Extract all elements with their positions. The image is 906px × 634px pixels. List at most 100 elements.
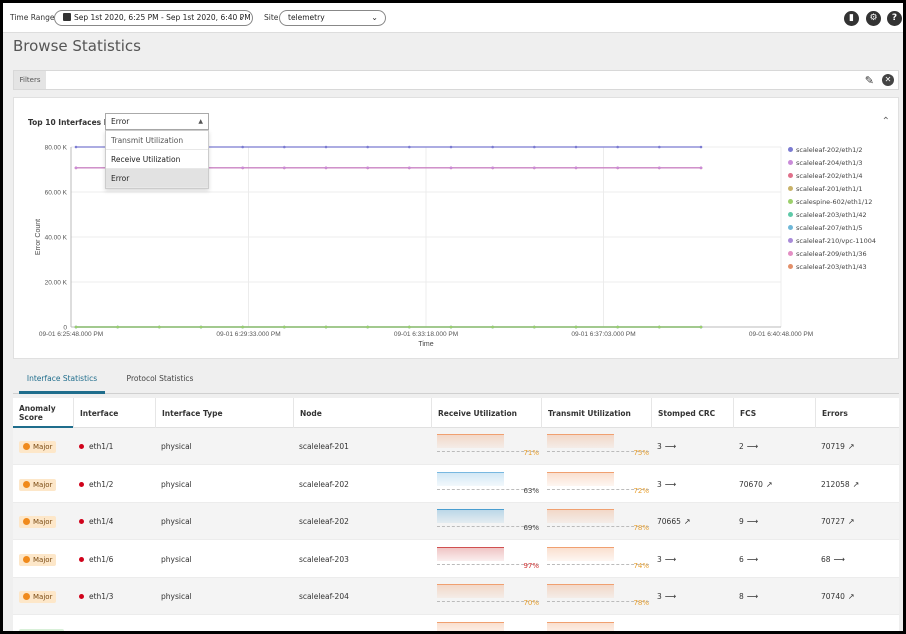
interface-table: Anomaly Score Interface Interface Type Node…: [13, 398, 899, 631]
legend-item[interactable]: scaleleaf-204/eth1/3: [788, 159, 876, 172]
legend-swatch: [788, 160, 793, 165]
column-header-interface[interactable]: Interface: [73, 398, 155, 428]
metric-select[interactable]: Error ▲: [105, 113, 209, 130]
series-point-1: [241, 166, 244, 170]
utilization-sparkline: [437, 434, 505, 448]
time-range-picker[interactable]: Sep 1st 2020, 6:25 PM - Sep 1st 2020, 6:…: [54, 10, 253, 26]
interface-cell: eth1/2: [73, 466, 155, 503]
legend-item[interactable]: scaleleaf-201/eth1/1: [788, 185, 876, 198]
status-dot-icon: [79, 519, 84, 524]
tab-interface-statistics[interactable]: Interface Statistics: [19, 368, 105, 394]
series-point-0: [74, 145, 78, 149]
site-selector[interactable]: telemetry ⌄: [279, 10, 386, 26]
legend-swatch: [788, 264, 793, 269]
series-point-0: [616, 145, 619, 149]
option-transmit-utilization[interactable]: Transmit Utilization: [106, 131, 208, 150]
fcs-value: 8: [739, 592, 744, 601]
legend-item[interactable]: scaleleaf-207/eth1/5: [788, 224, 876, 237]
filters-bar[interactable]: Filters ✎ ✕: [13, 70, 899, 90]
column-header-stomped-crc[interactable]: Stomped CRC: [651, 398, 733, 428]
tab-protocol-statistics[interactable]: Protocol Statistics: [126, 374, 194, 383]
anomaly-badge-label: Major: [33, 480, 53, 489]
column-header-anomaly-score[interactable]: Anomaly Score: [13, 398, 73, 428]
table-row[interactable]: Major eth1/2 physical scaleleaf-202 63% 72% 3 ⟶…: [13, 466, 899, 503]
interface-name: eth1/1: [89, 442, 114, 451]
series-point-4: [283, 325, 286, 329]
table-row[interactable]: Major eth1/4 physical scaleleaf-202 69% 78% 70…: [13, 503, 899, 540]
bookmark-icon[interactable]: ▮: [844, 11, 859, 26]
legend-item[interactable]: scalespine-602/eth1/12: [788, 198, 876, 211]
chevron-down-icon: ⌄: [238, 13, 245, 22]
trend-flat-icon: ⟶: [746, 517, 759, 526]
column-header-fcs[interactable]: FCS: [733, 398, 815, 428]
series-point-0: [283, 145, 286, 149]
series-point-4: [449, 325, 453, 329]
errors-cell: 70740 ↗: [815, 578, 899, 615]
app-frame: Time Range Sep 1st 2020, 6:25 PM - Sep 1…: [3, 3, 903, 631]
errors-value: 70719: [821, 442, 845, 451]
series-point-1: [366, 166, 369, 170]
series-point-4: [616, 325, 619, 329]
help-icon[interactable]: ?: [887, 11, 902, 26]
legend-item[interactable]: scaleleaf-203/eth1/42: [788, 211, 876, 224]
edit-icon[interactable]: ✎: [864, 74, 874, 87]
utilization-baseline: [437, 563, 539, 565]
table-row[interactable]: Major eth1/3 physical scaleleaf-204 70% 78% 3 ⟶…: [13, 578, 899, 615]
interface-name: eth1/2: [89, 479, 114, 489]
table-row[interactable]: Healthyeth1/10physicalscaleleaf-2013⟶7⟶7…: [13, 616, 899, 632]
anomaly-score-cell: Healthy: [13, 616, 73, 631]
option-error[interactable]: Error: [106, 169, 208, 188]
y-tick-label: 0: [63, 325, 67, 332]
errors-cell: 70719 ↗: [815, 428, 899, 465]
utilization-baseline: [437, 601, 539, 602]
column-header-transmit-utilization[interactable]: Transmit Utilization: [541, 398, 651, 428]
status-dot-icon: [79, 556, 84, 562]
fcs-cell: 6 ⟶: [733, 541, 815, 578]
y-axis-label: Error Count: [35, 219, 42, 255]
errors-value: 70740: [821, 592, 845, 601]
column-header-interface-type[interactable]: Interface Type: [155, 398, 293, 428]
anomaly-badge: Major: [19, 478, 57, 491]
series-point-4: [158, 325, 161, 329]
metric-dropdown: Transmit Utilization Receive Utilization…: [105, 130, 209, 189]
gear-icon[interactable]: ⚙: [866, 11, 881, 26]
column-header-node[interactable]: Node: [293, 398, 431, 428]
legend-item[interactable]: scaleleaf-202/eth1/2: [788, 146, 876, 159]
anomaly-badge-label: Major: [33, 555, 53, 564]
time-range-label: Time Range: [10, 13, 55, 22]
legend-swatch: [788, 212, 793, 217]
stomped-crc-value: 70665: [657, 517, 681, 526]
column-header-errors[interactable]: Errors: [815, 398, 899, 428]
legend-label: scaleleaf-209/eth1/36: [796, 250, 867, 258]
stomped-crc-cell: 3⟶: [651, 616, 733, 632]
series-point-1: [449, 166, 453, 170]
collapse-icon[interactable]: ⌃: [881, 116, 890, 127]
table-row[interactable]: Major eth1/1 physical scaleleaf-201 71% 75% 3 ⟶…: [13, 428, 899, 465]
utilization-sparkline: [547, 509, 615, 523]
stomped-crc-value: 3: [657, 479, 662, 489]
clear-icon[interactable]: ✕: [882, 74, 894, 86]
major-icon: [23, 443, 30, 450]
legend-item[interactable]: scaleleaf-202/eth1/4: [788, 172, 876, 185]
page-title: Browse Statistics: [13, 37, 141, 55]
option-receive-utilization[interactable]: Receive Utilization: [106, 150, 208, 169]
errors-value: 68: [821, 554, 831, 564]
legend-swatch: [788, 186, 793, 191]
series-point-1: [616, 166, 619, 170]
legend-item[interactable]: scaleleaf-210/vpc-11004: [788, 237, 876, 250]
legend-item[interactable]: scaleleaf-203/eth1/43: [788, 263, 876, 276]
series-point-0: [699, 145, 703, 149]
stomped-crc-value: 3: [657, 442, 662, 451]
trend-flat-icon: ⟶: [664, 442, 677, 451]
anomaly-score-cell: Major: [13, 541, 73, 578]
receive-utilization-cell: 69%: [437, 509, 539, 535]
series-point-1: [658, 166, 661, 170]
column-header-receive-utilization[interactable]: Receive Utilization: [431, 398, 541, 428]
anomaly-badge: Major: [19, 591, 57, 603]
table-row[interactable]: Major eth1/6 physical scaleleaf-203 97% 74% 3 ⟶…: [13, 541, 899, 578]
major-icon: [23, 480, 30, 488]
legend-item[interactable]: scaleleaf-209/eth1/36: [788, 250, 876, 263]
series-point-4: [491, 325, 494, 329]
series-point-4: [324, 325, 328, 329]
x-tick-label: 09-01 6:25:48.000 PM: [39, 331, 103, 338]
